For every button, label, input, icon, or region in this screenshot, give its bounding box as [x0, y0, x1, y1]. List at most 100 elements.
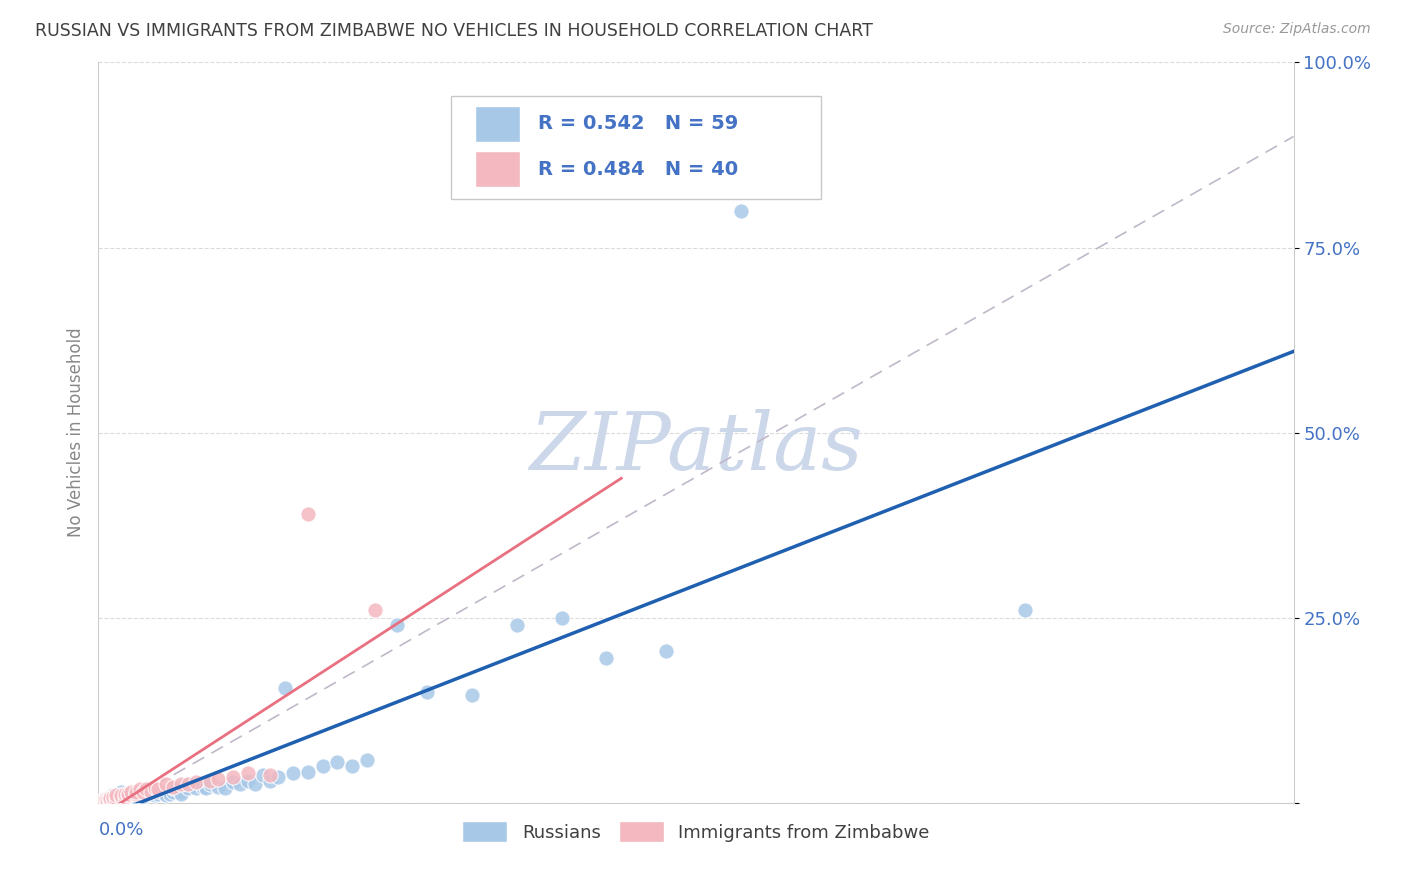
Point — [416, 685, 439, 699]
Point — [214, 780, 236, 795]
Point — [207, 780, 229, 794]
Point — [96, 793, 118, 807]
Point — [259, 773, 281, 788]
Point — [159, 787, 181, 801]
Point — [281, 766, 304, 780]
Point — [155, 777, 177, 791]
Point — [94, 792, 117, 806]
Bar — [475, 152, 520, 186]
Point — [730, 203, 752, 218]
Point — [117, 789, 139, 803]
Point — [169, 785, 191, 799]
Point — [184, 780, 207, 795]
Point — [110, 789, 132, 804]
Point — [191, 780, 214, 794]
Text: R = 0.542   N = 59: R = 0.542 N = 59 — [538, 114, 738, 134]
Point — [222, 775, 245, 789]
Point — [105, 791, 128, 805]
Point — [93, 793, 115, 807]
Point — [297, 764, 319, 779]
Point — [252, 767, 274, 781]
Point — [139, 785, 162, 799]
Point — [342, 758, 364, 772]
Point — [129, 789, 152, 803]
Point — [195, 780, 218, 795]
Point — [162, 785, 184, 799]
Text: 0.0%: 0.0% — [98, 822, 143, 839]
Point — [105, 789, 128, 803]
Point — [177, 777, 200, 791]
Point — [177, 780, 200, 795]
Point — [169, 777, 191, 791]
Point — [236, 766, 259, 780]
Point — [139, 787, 162, 801]
Point — [132, 789, 155, 804]
Point — [117, 787, 139, 801]
Text: Source: ZipAtlas.com: Source: ZipAtlas.com — [1223, 22, 1371, 37]
Point — [259, 767, 281, 781]
Point — [114, 787, 136, 801]
Point — [229, 777, 252, 791]
Point — [150, 785, 173, 799]
Point — [97, 792, 120, 806]
Text: RUSSIAN VS IMMIGRANTS FROM ZIMBABWE NO VEHICLES IN HOUSEHOLD CORRELATION CHART: RUSSIAN VS IMMIGRANTS FROM ZIMBABWE NO V… — [35, 22, 873, 40]
Point — [169, 787, 191, 801]
Point — [222, 770, 245, 784]
Point — [155, 789, 177, 803]
Point — [120, 789, 142, 803]
Point — [207, 772, 229, 786]
Point — [655, 644, 678, 658]
Point — [326, 755, 349, 769]
Point — [364, 603, 387, 617]
Point — [110, 785, 132, 799]
Point — [114, 789, 136, 804]
Point — [143, 780, 166, 795]
Point — [103, 789, 125, 803]
Point — [125, 787, 148, 801]
Bar — [475, 106, 520, 142]
Point — [98, 789, 122, 804]
Point — [385, 618, 409, 632]
Point — [110, 787, 132, 801]
Point — [184, 775, 207, 789]
Point — [117, 787, 139, 801]
Point — [267, 770, 290, 784]
Point — [135, 789, 157, 803]
Point — [125, 785, 148, 799]
Point — [132, 785, 155, 799]
Point — [297, 507, 319, 521]
Point — [162, 780, 184, 794]
Point — [148, 782, 170, 797]
Point — [595, 651, 617, 665]
Point — [550, 610, 572, 624]
Point — [117, 789, 139, 804]
Point — [356, 753, 378, 767]
Text: R = 0.484   N = 40: R = 0.484 N = 40 — [538, 160, 738, 178]
Point — [143, 789, 166, 803]
Y-axis label: No Vehicles in Household: No Vehicles in Household — [66, 327, 84, 538]
Point — [200, 773, 222, 788]
Point — [506, 618, 529, 632]
Point — [98, 791, 122, 805]
Point — [162, 780, 184, 795]
Point — [274, 681, 297, 695]
Point — [132, 785, 155, 799]
Point — [129, 782, 152, 797]
Point — [245, 777, 267, 791]
Point — [114, 792, 136, 806]
FancyBboxPatch shape — [451, 95, 821, 200]
Point — [94, 794, 117, 808]
Point — [125, 789, 148, 804]
Point — [125, 787, 148, 801]
Point — [120, 785, 142, 799]
Point — [110, 789, 132, 803]
Point — [139, 785, 162, 799]
Text: ZIPatlas: ZIPatlas — [529, 409, 863, 486]
Point — [236, 773, 259, 788]
Legend: Russians, Immigrants from Zimbabwe: Russians, Immigrants from Zimbabwe — [456, 814, 936, 849]
Point — [135, 782, 157, 797]
Point — [200, 777, 222, 791]
Point — [90, 794, 112, 808]
Point — [148, 787, 170, 801]
Point — [91, 794, 114, 808]
